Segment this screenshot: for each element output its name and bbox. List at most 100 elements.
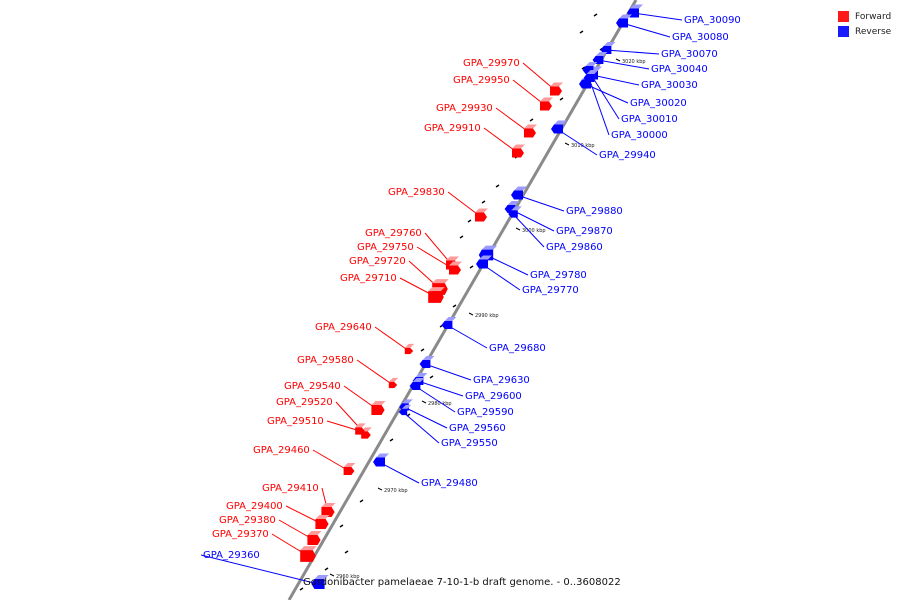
- feature-body: [343, 466, 355, 476]
- gene-features: GPA_29970 GPA_29950 GPA_29930 GPA_29910 GPA_…: [200, 4, 741, 589]
- reverse-gene-gpa-29770[interactable]: GPA_29770: [476, 255, 579, 297]
- forward-gene-gpa-29910[interactable]: GPA_29910: [424, 123, 525, 158]
- connector-line: [374, 326, 410, 352]
- reverse-gene-gpa-30010[interactable]: GPA_30010: [582, 61, 678, 125]
- reverse-swatch: [838, 26, 849, 37]
- connector-line: [200, 554, 319, 585]
- feature-body: [371, 405, 385, 415]
- feature-top: [585, 61, 598, 66]
- gene-label: GPA_29870: [556, 226, 613, 237]
- connector-line: [481, 263, 521, 291]
- scale-dash: [324, 567, 329, 571]
- scale-dash: [481, 200, 486, 204]
- feature-top: [479, 255, 492, 260]
- reverse-gene-gpa-29590[interactable]: GPA_29590: [409, 377, 514, 418]
- scale-dash: [469, 265, 474, 269]
- gene-label: GPA_29550: [441, 438, 498, 449]
- feature-top: [432, 279, 449, 284]
- forward-gene-gpa-29370[interactable]: GPA_29370: [212, 529, 317, 562]
- reverse-gene-gpa-30000[interactable]: GPA_30000: [583, 69, 668, 141]
- forward-gene-gpa-29950[interactable]: GPA_29950: [453, 75, 553, 111]
- forward-gene-gpa-29580[interactable]: GPA_29580: [297, 355, 399, 389]
- scale-dash: [579, 30, 584, 34]
- connector-line: [312, 449, 350, 472]
- gene-label: GPA_29600: [465, 391, 522, 402]
- feature-top: [524, 124, 537, 129]
- connector-line: [356, 359, 394, 386]
- gene-label: GPA_29640: [315, 322, 372, 333]
- feature-body: [409, 381, 421, 391]
- forward-gene-gpa-29540[interactable]: GPA_29540: [284, 381, 386, 415]
- reverse-gene-gpa-29630[interactable]: GPA_29630: [419, 355, 530, 386]
- feature-body: [449, 265, 461, 275]
- gene-label: GPA_29970: [463, 58, 520, 69]
- reverse-gene-gpa-29860[interactable]: GPA_29860: [508, 206, 603, 253]
- feature-body: [540, 101, 552, 111]
- gene-label: GPA_29370: [212, 529, 269, 540]
- feature-body: [419, 359, 431, 369]
- feature-top: [449, 261, 462, 266]
- connector-line: [621, 22, 671, 38]
- forward-gene-gpa-29460[interactable]: GPA_29460: [253, 445, 356, 476]
- gene-label: GPA_29630: [473, 375, 530, 386]
- feature-body: [355, 427, 365, 435]
- feature-top: [595, 51, 608, 56]
- connector-line: [512, 213, 545, 248]
- forward-gene-gpa-29380[interactable]: GPA_29380: [219, 515, 322, 545]
- forward-gene-gpa-29930[interactable]: GPA_29930: [436, 103, 537, 138]
- forward-gene-gpa-29830[interactable]: GPA_29830: [388, 187, 488, 222]
- reverse-gene-gpa-29880[interactable]: GPA_29880: [511, 186, 623, 218]
- forward-gene-gpa-29750[interactable]: GPA_29750: [357, 242, 462, 275]
- forward-gene-gpa-29710[interactable]: GPA_29710: [340, 273, 445, 303]
- gene-label: GPA_29480: [421, 478, 478, 489]
- feature-body: [476, 259, 488, 269]
- gene-label: GPA_29520: [276, 397, 333, 408]
- feature-top: [619, 14, 632, 19]
- scale-dash: [339, 524, 344, 528]
- legend-reverse: Reverse: [838, 24, 891, 39]
- forward-gene-gpa-29510[interactable]: GPA_29510: [267, 416, 366, 435]
- reverse-gene-gpa-30070[interactable]: GPA_30070: [600, 41, 718, 60]
- legend-forward-label: Forward: [855, 11, 892, 22]
- forward-gene-gpa-29970[interactable]: GPA_29970: [463, 58, 563, 96]
- feature-body: [551, 124, 563, 134]
- feature-top: [402, 399, 413, 404]
- reverse-gene-gpa-30090[interactable]: GPA_30090: [627, 4, 741, 27]
- tick-mark: [615, 58, 621, 62]
- reverse-gene-gpa-30080[interactable]: GPA_30080: [616, 14, 729, 44]
- feature-top: [315, 515, 330, 520]
- gene-label: GPA_29930: [436, 103, 493, 114]
- feature-body: [511, 190, 523, 200]
- feature-top: [422, 355, 435, 360]
- reverse-gene-gpa-29680[interactable]: GPA_29680: [441, 316, 546, 354]
- reverse-gene-gpa-29940[interactable]: GPA_29940: [551, 120, 656, 162]
- feature-top: [412, 377, 425, 382]
- connector-line: [591, 74, 640, 86]
- gene-label: GPA_29560: [449, 423, 506, 434]
- scale-dash: [452, 304, 457, 308]
- reverse-gene-gpa-29550[interactable]: GPA_29550: [398, 404, 498, 449]
- reverse-gene-gpa-29360[interactable]: GPA_29360: [200, 550, 329, 589]
- tick-label: 2960 kbp: [336, 574, 360, 580]
- forward-gene-gpa-29640[interactable]: GPA_29640: [315, 322, 415, 355]
- gene-label: GPA_29720: [349, 256, 406, 267]
- tick-mark: [564, 142, 570, 146]
- gene-label: GPA_29580: [297, 355, 354, 366]
- feature-body: [404, 347, 414, 355]
- feature-top: [603, 41, 616, 46]
- feature-top: [511, 206, 522, 211]
- feature-body: [311, 579, 325, 589]
- gene-label: GPA_30020: [630, 98, 687, 109]
- gene-label: GPA_29360: [203, 550, 260, 561]
- feature-top: [446, 256, 459, 261]
- forward-gene-gpa-29400[interactable]: GPA_29400: [226, 501, 330, 529]
- gene-label: GPA_29380: [219, 515, 276, 526]
- connector-line: [416, 246, 456, 271]
- gene-label: GPA_29510: [267, 416, 324, 427]
- reverse-gene-gpa-29480[interactable]: GPA_29480: [373, 453, 478, 490]
- feature-body: [508, 210, 518, 218]
- gene-label: GPA_30070: [661, 49, 718, 60]
- tick-label: 3020 kbp: [622, 59, 646, 65]
- feature-body: [373, 457, 385, 467]
- forward-gene-gpa-29410[interactable]: GPA_29410: [262, 483, 336, 517]
